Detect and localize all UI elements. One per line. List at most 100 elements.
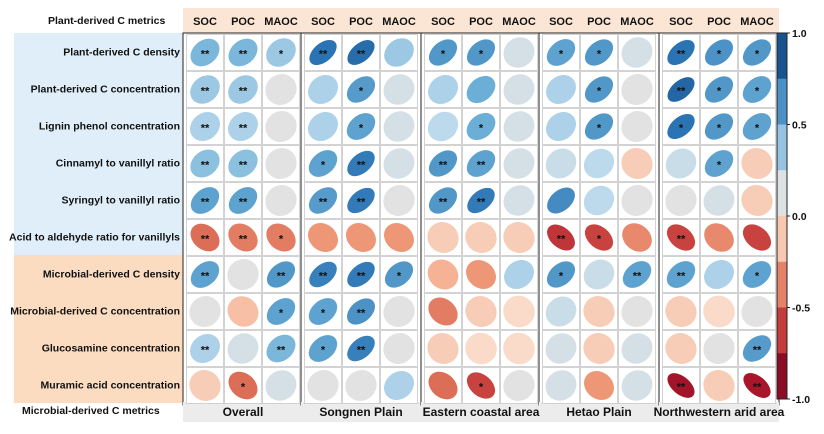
correlation-ellipse: [384, 222, 414, 253]
significance-stars: **: [557, 234, 566, 246]
panel-title: Hetao Plain: [566, 405, 631, 419]
correlation-ellipse: [703, 295, 735, 328]
significance-stars: **: [439, 197, 448, 209]
correlation-ellipse: [308, 298, 338, 325]
significance-stars: *: [279, 308, 284, 320]
panel-titles: Overall Songnen Plain Eastern coastal area…: [223, 405, 785, 419]
significance-stars: **: [677, 382, 686, 394]
correlation-ellipse: [465, 332, 497, 365]
significance-stars: **: [357, 197, 366, 209]
correlation-ellipse: [190, 149, 220, 178]
correlation-ellipse: [704, 76, 734, 103]
correlation-ellipse: [265, 185, 297, 216]
correlation-ellipse: [742, 76, 772, 103]
significance-stars: **: [239, 234, 248, 246]
correlation-ellipse: [228, 371, 258, 400]
correlation-ellipse: [266, 334, 296, 363]
correlation-ellipse: [347, 150, 375, 177]
panel-header-band: [421, 8, 541, 33]
row-label: Syringyl to vanillyl ratio: [62, 195, 180, 207]
correlation-ellipse: [503, 37, 535, 68]
colorbar-segment: [777, 261, 787, 308]
correlation-ellipse: [228, 223, 258, 252]
panel-header-band: [183, 8, 303, 33]
correlation-ellipse: [428, 74, 458, 105]
correlation-ellipse: [190, 261, 220, 288]
significance-stars: **: [477, 197, 486, 209]
significance-stars: *: [359, 123, 364, 135]
significance-stars: **: [201, 197, 210, 209]
significance-stars: **: [239, 197, 248, 209]
column-header: MAOC: [740, 16, 774, 28]
panel-title-band: [539, 402, 659, 422]
colorbar-segment: [777, 78, 787, 125]
column-header: POC: [469, 16, 493, 28]
correlation-ellipse: [741, 148, 773, 179]
correlation-ellipse: [427, 222, 459, 253]
correlation-ellipse: [308, 222, 338, 253]
significance-stars: *: [597, 123, 602, 135]
column-header: POC: [349, 16, 373, 28]
significance-stars: **: [201, 49, 210, 61]
correlation-ellipse: [265, 370, 297, 401]
significance-stars: *: [717, 123, 722, 135]
significance-stars: **: [201, 86, 210, 98]
colorbar-tick-label: 0.5: [792, 120, 807, 132]
column-header: MAOC: [502, 16, 536, 28]
correlation-ellipse: [621, 74, 653, 105]
correlation-ellipse: [704, 150, 734, 177]
column-header: SOC: [431, 16, 455, 28]
correlation-ellipse: [546, 74, 576, 105]
column-header: POC: [707, 16, 731, 28]
column-header: MAOC: [620, 16, 654, 28]
correlation-ellipse: [383, 333, 415, 364]
correlation-ellipse: [742, 335, 772, 362]
correlation-ellipse: [466, 259, 496, 290]
correlation-ellipse: [583, 259, 615, 290]
correlation-ellipse: [227, 296, 259, 327]
significance-stars: **: [677, 49, 686, 61]
significance-stars: **: [439, 160, 448, 172]
correlation-ellipse: [667, 39, 695, 66]
correlation-ellipse: [546, 261, 576, 288]
correlation-ellipse: [228, 187, 258, 214]
correlation-ellipse: [190, 38, 220, 67]
correlation-ellipse: [346, 222, 376, 253]
correlation-ellipse: [467, 187, 495, 214]
correlation-ellipse: [427, 333, 459, 364]
correlation-ellipse: [345, 370, 377, 401]
correlation-ellipse: [266, 261, 296, 288]
significance-stars: **: [239, 49, 248, 61]
significance-stars: **: [677, 234, 686, 246]
correlation-ellipse: [427, 259, 459, 290]
correlation-ellipse: [665, 296, 697, 327]
correlation-ellipse: [545, 148, 577, 179]
correlation-ellipse: [190, 333, 220, 364]
correlation-ellipse: [546, 39, 576, 66]
significance-stars: **: [357, 308, 366, 320]
correlation-ellipse: [189, 370, 221, 401]
correlation-ellipse: [466, 75, 496, 104]
panel-title-band: [183, 402, 303, 422]
correlation-ellipse: [547, 224, 575, 251]
correlation-ellipse: [266, 223, 296, 252]
correlation-ellipse: [503, 332, 535, 365]
correlation-ellipse: [428, 39, 458, 66]
correlation-ellipse: [742, 261, 772, 288]
heatmap-cells: ** ** *** **** **** **** **** ** *** ***** ***** **…: [186, 34, 776, 404]
significance-stars: **: [239, 123, 248, 135]
panel-header-band: [659, 8, 779, 33]
column-header: MAOC: [382, 16, 416, 28]
row-label: Lignin phenol concentration: [39, 121, 180, 133]
correlation-ellipse: [622, 223, 652, 252]
correlation-ellipse: [228, 38, 258, 67]
significance-stars: *: [717, 49, 722, 61]
significance-stars: **: [357, 49, 366, 61]
colorbar-tick-label: 0.0: [792, 211, 807, 223]
column-header: POC: [231, 16, 255, 28]
correlation-ellipse: [346, 76, 376, 103]
significance-stars: **: [239, 86, 248, 98]
colorbar-tick-label: -0.5: [792, 303, 810, 315]
panel-title: Eastern coastal area: [423, 405, 540, 419]
